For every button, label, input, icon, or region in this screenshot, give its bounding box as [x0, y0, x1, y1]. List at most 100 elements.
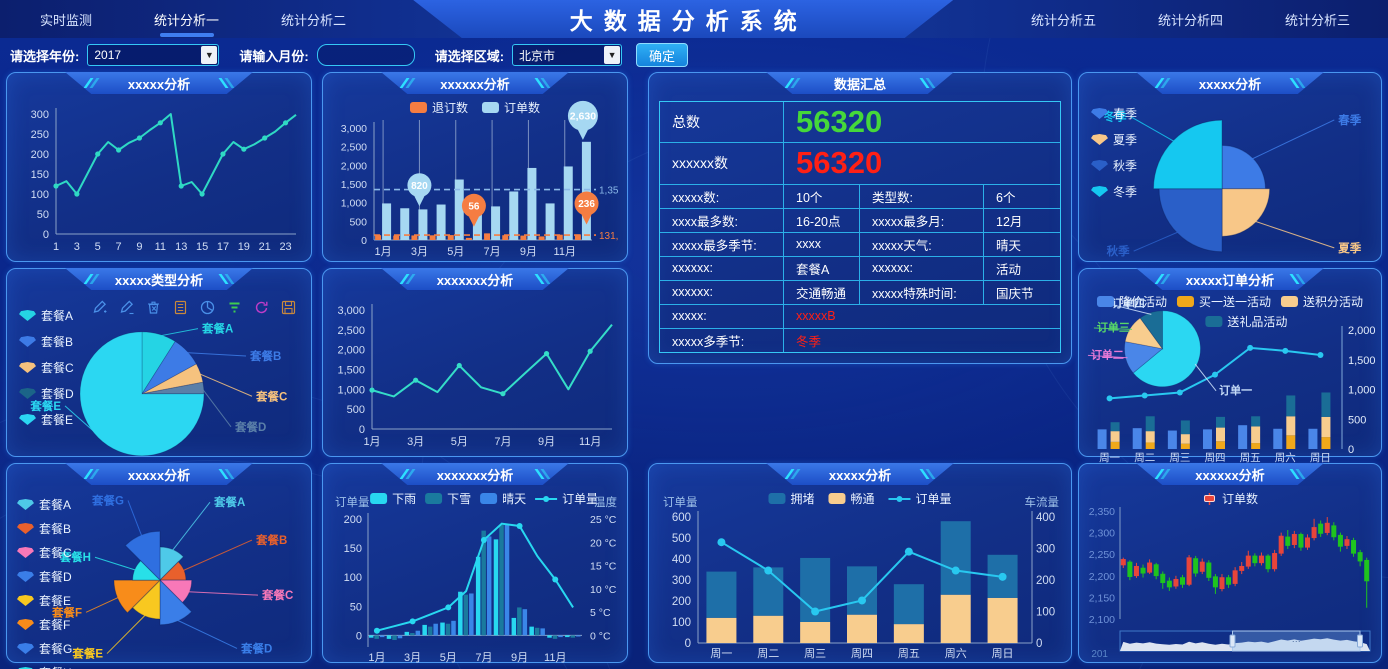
legend-label: 秋季 [1113, 159, 1138, 173]
page-title: 大数据分析系统 [569, 8, 808, 34]
nav-item-left-2[interactable]: 统计分析二 [281, 12, 347, 28]
legend-item-订单量[interactable]: 订单量 [535, 490, 598, 507]
month-input[interactable] [316, 44, 415, 66]
table-cell: xxxxx多季节: [660, 328, 784, 352]
nav-item-left-0[interactable]: 实时监测 [40, 12, 93, 28]
legend-item-套餐A[interactable]: 套餐A [17, 496, 71, 513]
legend-label: 畅通 [850, 492, 875, 506]
nav-item-right-2[interactable]: 统计分析三 [1284, 12, 1350, 28]
legend: 套餐A 套餐B 套餐C 套餐D 套餐E [19, 307, 74, 428]
svg-text:19: 19 [238, 241, 250, 253]
legend-item-晴天[interactable]: 晴天 [480, 490, 526, 507]
legend-item-送积分活动[interactable]: 送积分活动 [1281, 293, 1363, 310]
svg-text:0: 0 [685, 638, 691, 650]
nav-left: 实时监测 统计分析一 统计分析二 [38, 0, 348, 38]
svg-text:1月: 1月 [368, 652, 385, 664]
legend-item-套餐A[interactable]: 套餐A [19, 307, 73, 324]
nav-item-right-0[interactable]: 统计分析五 [1030, 12, 1096, 28]
legend-item-秋季[interactable]: 秋季 [1091, 157, 1137, 174]
svg-text:1月: 1月 [363, 436, 380, 448]
svg-text:201: 201 [1091, 649, 1108, 660]
legend-label: 下雪 [447, 492, 472, 506]
legend-item-送礼品活动[interactable]: 送礼品活动 [1205, 313, 1287, 330]
table-cell: 6个 [996, 190, 1016, 205]
datazoom-handle-right[interactable] [1357, 634, 1363, 648]
legend-item-冬季[interactable]: 冬季 [1091, 183, 1137, 200]
legend-item-套餐F[interactable]: 套餐F [17, 616, 70, 633]
svg-text:9月: 9月 [538, 436, 555, 448]
legend-item-夏季[interactable]: 夏季 [1091, 131, 1137, 148]
svg-text:周日: 周日 [1310, 452, 1331, 464]
legend-item-套餐C[interactable]: 套餐C [17, 544, 72, 561]
legend-item-降价活动[interactable]: 降价活动 [1096, 293, 1167, 310]
edit-add-icon[interactable] [91, 299, 108, 316]
svg-text:3,000: 3,000 [337, 305, 365, 317]
save-image-icon[interactable] [280, 299, 297, 316]
candlestick-icon [1203, 492, 1215, 505]
legend-label: 套餐A [41, 309, 74, 323]
nav-item-right-1[interactable]: 统计分析四 [1157, 12, 1223, 28]
legend-item-下雪[interactable]: 下雪 [425, 490, 471, 507]
table-cell: 套餐A [784, 256, 860, 280]
svg-text:100: 100 [344, 572, 362, 584]
p10-chart: 0 50 100 150 200 0 °C 5 °C 10 °C 15 °C 20 °C 25 °C… [344, 513, 617, 664]
table-cell-label: 总数 [660, 102, 784, 143]
header-slash-icon [218, 78, 229, 88]
svg-text:套餐H: 套餐H [60, 550, 91, 564]
table-cell: xxxxx数: [660, 184, 784, 208]
panel-p11: xxxxx分析 0 100 200 300 400 500 600 0 100 200 300 400 周… [648, 463, 1072, 663]
panel-p8: xxxxx订单分析 0 500 1,000 1,500 2,000 周一 周二 周三 周四 周五 周六… [1078, 268, 1382, 464]
legend-item-套餐G[interactable]: 套餐G [17, 640, 72, 657]
legend-item-套餐B[interactable]: 套餐B [17, 520, 71, 537]
legend-item-套餐B[interactable]: 套餐B [19, 333, 73, 350]
svg-text:200: 200 [344, 514, 362, 526]
panel-p12: xxxxxx分析 2,100 2,150 2,200 2,250 2,300 2,350 ⋯ 2… [1078, 463, 1382, 663]
svg-text:17: 17 [217, 241, 229, 253]
year-select[interactable]: 2017 ▼ [87, 44, 220, 66]
svg-text:500: 500 [1348, 414, 1366, 426]
legend-item-下雨[interactable]: 下雨 [370, 490, 416, 507]
trash-icon[interactable] [145, 299, 162, 316]
legend-item-订单数[interactable]: 订单数 [482, 99, 540, 116]
svg-text:250: 250 [31, 129, 49, 141]
confirm-button[interactable]: 确定 [636, 43, 689, 67]
legend-item-拥堵[interactable]: 拥堵 [768, 490, 814, 507]
legend-item-套餐E[interactable]: 套餐E [17, 592, 71, 609]
panel-title: xxxxx分析 [127, 467, 191, 483]
datazoom-handle-left[interactable] [1229, 634, 1236, 648]
table-cell: xxxxxx: [860, 256, 984, 280]
legend-label: 晴天 [502, 492, 527, 506]
table-cell-value: 56320 [796, 104, 883, 140]
legend-item-套餐C[interactable]: 套餐C [19, 359, 74, 376]
svg-text:2,500: 2,500 [341, 142, 367, 154]
legend-item-畅通[interactable]: 畅通 [828, 490, 875, 507]
svg-text:0: 0 [1036, 638, 1042, 650]
svg-text:15 °C: 15 °C [590, 561, 617, 573]
legend-item-套餐E[interactable]: 套餐E [19, 411, 73, 428]
legend-item-订单量[interactable]: 订单量 [888, 490, 952, 507]
edit-remove-icon[interactable] [118, 299, 135, 316]
data-view-icon[interactable] [172, 299, 189, 316]
legend-item-订单数[interactable]: 订单数 [1202, 490, 1258, 507]
svg-text:1,500: 1,500 [1348, 355, 1376, 367]
legend-item-套餐D[interactable]: 套餐D [17, 568, 72, 585]
nav-item-left-1[interactable]: 统计分析一 [152, 6, 221, 33]
legend-item-退订数[interactable]: 退订数 [409, 99, 468, 116]
region-select[interactable]: 北京市 ▼ [512, 44, 623, 66]
legend-item-买一送一活动[interactable]: 买一送一活动 [1176, 293, 1271, 310]
svg-text:订单二: 订单二 [1091, 347, 1124, 361]
restore-icon[interactable] [253, 299, 270, 316]
filter-icon[interactable] [226, 299, 243, 316]
svg-text:25 °C: 25 °C [590, 514, 617, 526]
legend-label: 套餐D [41, 387, 74, 401]
pie-legend-icon [17, 619, 34, 630]
table-cell: xxxxx: [660, 304, 784, 328]
svg-text:7: 7 [116, 241, 122, 253]
legend-item-套餐H[interactable]: 套餐H [17, 664, 72, 669]
svg-text:11月: 11月 [554, 246, 576, 258]
pie-type-icon[interactable] [199, 299, 216, 316]
legend-item-套餐D[interactable]: 套餐D [19, 385, 74, 402]
legend-item-春季[interactable]: 春季 [1091, 105, 1137, 122]
table-row: xxxxx最多季节: xxxx xxxxx天气: 晴天 [660, 232, 1060, 257]
